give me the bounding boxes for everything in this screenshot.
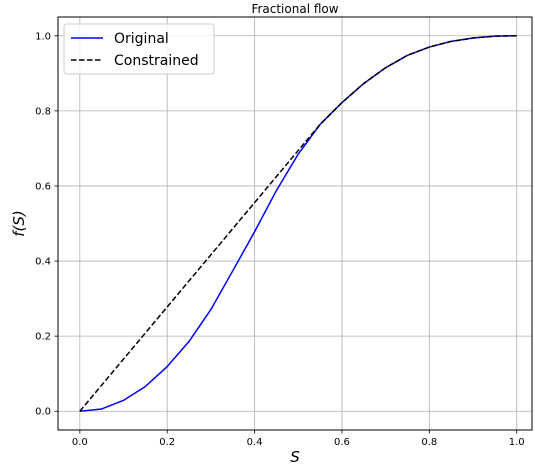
legend-label-constrained: Constrained bbox=[114, 53, 199, 69]
legend-label-original: Original bbox=[114, 31, 169, 47]
legend-box bbox=[63, 23, 215, 75]
series-line-constrained bbox=[79, 35, 517, 412]
x-tick-label: 0.8 bbox=[421, 437, 437, 448]
series-lines bbox=[79, 35, 517, 412]
legend: Original Constrained bbox=[63, 23, 215, 75]
y-tick-label: 0.0 bbox=[35, 407, 51, 418]
x-tick-label: 0.4 bbox=[247, 437, 263, 448]
y-tick-label: 0.4 bbox=[35, 257, 51, 268]
ticks: 0.0 0.2 0.4 0.6 0.8 1.0 0.0 0.2 0.4 0.6 0.8 1.0 bbox=[35, 31, 525, 448]
y-axis-label: f(S) bbox=[10, 210, 28, 237]
x-tick-label: 0.2 bbox=[159, 437, 175, 448]
y-tick-label: 0.2 bbox=[35, 332, 51, 343]
plot-frame bbox=[57, 16, 533, 431]
chart-title: Fractional flow bbox=[251, 2, 338, 16]
x-tick-label: 0.6 bbox=[334, 437, 350, 448]
y-tick-label: 1.0 bbox=[35, 31, 51, 42]
y-tick-label: 0.8 bbox=[35, 106, 51, 117]
plot-background bbox=[58, 17, 532, 430]
x-axis-label: S bbox=[290, 448, 300, 466]
x-tick-label: 0.0 bbox=[72, 437, 88, 448]
y-tick-label: 0.6 bbox=[35, 181, 51, 192]
x-tick-label: 1.0 bbox=[509, 437, 525, 448]
